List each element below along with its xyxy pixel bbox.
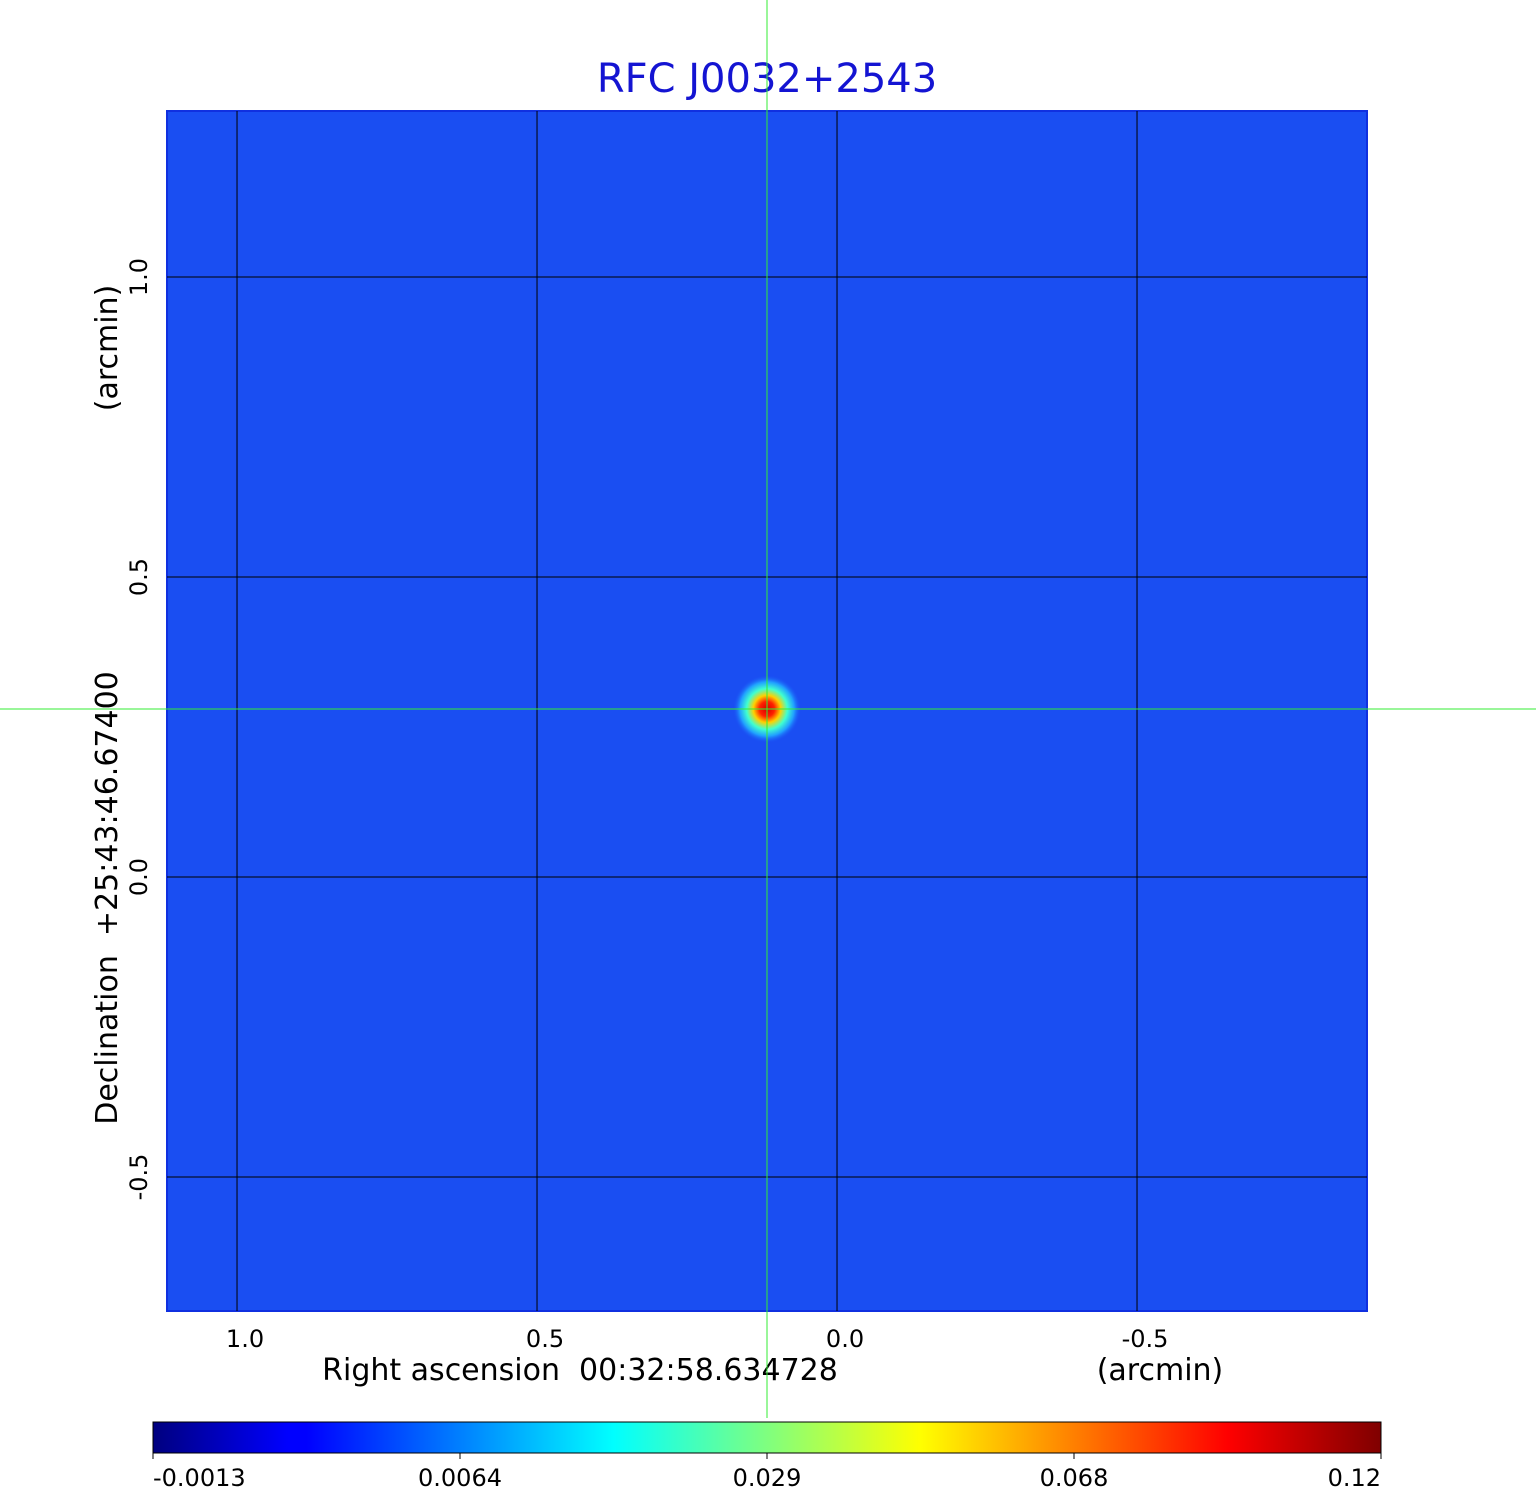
y-tick-label: 1.0 [125, 258, 153, 296]
colorbar-tick-label: -0.0013 [153, 1464, 246, 1492]
colorbar-tick-label: 0.029 [733, 1464, 802, 1492]
y-axis-label: Declination +25:43:46.67400 [90, 671, 125, 1125]
x-tick-label: 0.0 [826, 1325, 864, 1353]
colorbar-tick-label: 0.12 [1328, 1464, 1381, 1492]
x-tick-label: -0.5 [1122, 1325, 1169, 1353]
x-tick-label: 1.0 [226, 1325, 264, 1353]
x-axis-label: Right ascension 00:32:58.634728 [322, 1353, 838, 1388]
y-tick-label: 0.5 [125, 558, 153, 596]
y-tick-label: -0.5 [125, 1154, 153, 1201]
colorbar [152, 1421, 1382, 1454]
y-tick-label: 0.0 [125, 858, 153, 896]
colorbar-tick-label: 0.068 [1040, 1464, 1109, 1492]
x-axis-unit: (arcmin) [1097, 1353, 1224, 1388]
y-axis-unit: (arcmin) [90, 285, 125, 412]
colorbar-tick-label: 0.0064 [418, 1464, 502, 1492]
x-tick-label: 0.5 [526, 1325, 564, 1353]
